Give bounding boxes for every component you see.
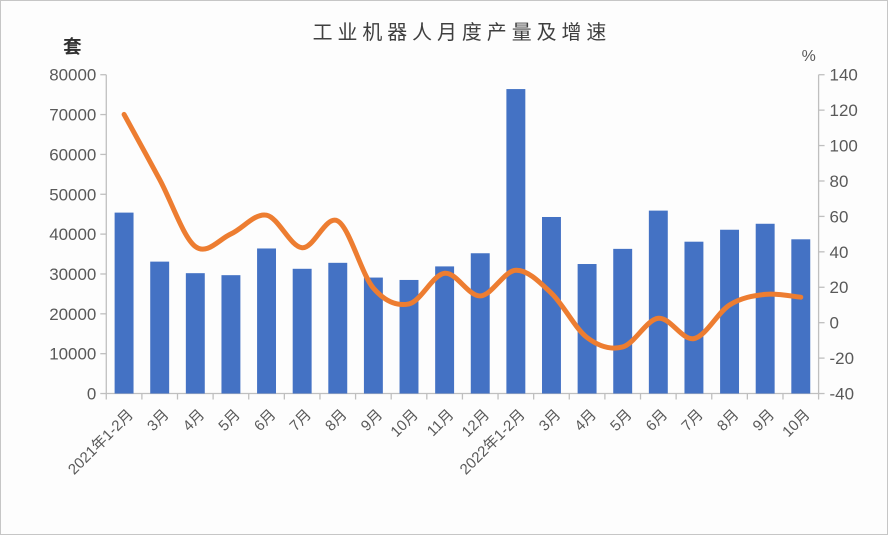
left-axis-tick-label: 30000 xyxy=(49,265,96,284)
left-axis-tick-label: 50000 xyxy=(49,185,96,204)
x-axis-category-label: 8月 xyxy=(322,406,350,434)
production-bar xyxy=(720,229,740,394)
left-axis-tick-label: 60000 xyxy=(49,145,96,164)
x-axis-category-label: 9月 xyxy=(749,406,777,434)
production-bar xyxy=(185,273,205,394)
right-axis-tick-label: -40 xyxy=(830,385,854,404)
left-axis-tick-label: 70000 xyxy=(49,106,96,125)
left-axis-tick-label: 10000 xyxy=(49,345,96,364)
production-bar xyxy=(755,223,775,394)
production-bar xyxy=(684,241,704,394)
chart-title: 工业机器人月度产量及增速 xyxy=(313,21,612,44)
line-series xyxy=(121,111,804,351)
right-axis-tick-label: 20 xyxy=(830,278,849,297)
right-axis-tick-label: 100 xyxy=(830,137,858,156)
production-bar xyxy=(221,275,241,394)
production-bar xyxy=(399,279,419,394)
production-bar xyxy=(577,264,597,394)
x-axis-category-label: 2021年1-2月 xyxy=(65,406,137,478)
right-axis-tick-label: 40 xyxy=(830,243,849,262)
left-axis-unit-label: 套 xyxy=(63,36,81,57)
x-axis-category-label: 6月 xyxy=(251,406,279,434)
x-axis-category-label: 3月 xyxy=(144,406,172,434)
production-bar xyxy=(435,266,455,394)
right-axis-tick-label: -20 xyxy=(830,349,854,368)
x-axis-category-label: 5月 xyxy=(215,406,243,434)
left-axis-tick-label: 0 xyxy=(87,385,96,404)
production-bar xyxy=(257,248,277,394)
production-bar xyxy=(613,248,633,394)
x-axis-category-label: 7月 xyxy=(286,406,314,434)
right-axis-tick-label: 120 xyxy=(830,101,858,120)
production-bar xyxy=(150,261,170,394)
x-axis-category-label: 4月 xyxy=(571,406,599,434)
production-bar xyxy=(328,262,348,394)
x-axis-category-label: 5月 xyxy=(607,406,635,434)
x-axis-category-label: 10月 xyxy=(387,406,421,440)
growth-rate-line xyxy=(121,111,804,351)
production-bar xyxy=(363,277,383,394)
right-axis-tick-label: 80 xyxy=(830,172,849,191)
production-bar xyxy=(470,253,490,394)
bar-series xyxy=(114,89,811,394)
x-axis-category-label: 8月 xyxy=(714,406,742,434)
production-bar xyxy=(506,89,526,394)
x-axis-category-label: 10月 xyxy=(779,406,813,440)
left-axis-tick-label: 80000 xyxy=(49,66,96,85)
right-axis-tick-label: 140 xyxy=(830,66,858,85)
production-bar xyxy=(791,239,811,394)
x-axis-category-label: 11月 xyxy=(424,406,458,440)
left-axis-tick-label: 20000 xyxy=(49,305,96,324)
x-axis-category-label: 7月 xyxy=(678,406,706,434)
right-axis-tick-label: 0 xyxy=(830,314,839,333)
production-bar xyxy=(114,212,134,394)
production-bar xyxy=(542,216,561,394)
x-axis-category-label: 9月 xyxy=(358,406,386,434)
left-axis-tick-label: 40000 xyxy=(49,225,96,244)
axes-group xyxy=(100,74,825,400)
x-axis-category-label: 4月 xyxy=(180,406,208,434)
right-axis-unit-label: % xyxy=(802,48,816,65)
production-bar xyxy=(648,210,668,394)
x-axis-category-label: 2022年1-2月 xyxy=(457,406,529,478)
x-axis-category-label: 6月 xyxy=(643,406,671,434)
right-axis-tick-label: 60 xyxy=(830,207,849,226)
x-axis-category-label: 3月 xyxy=(536,406,564,434)
production-bar xyxy=(292,268,312,394)
